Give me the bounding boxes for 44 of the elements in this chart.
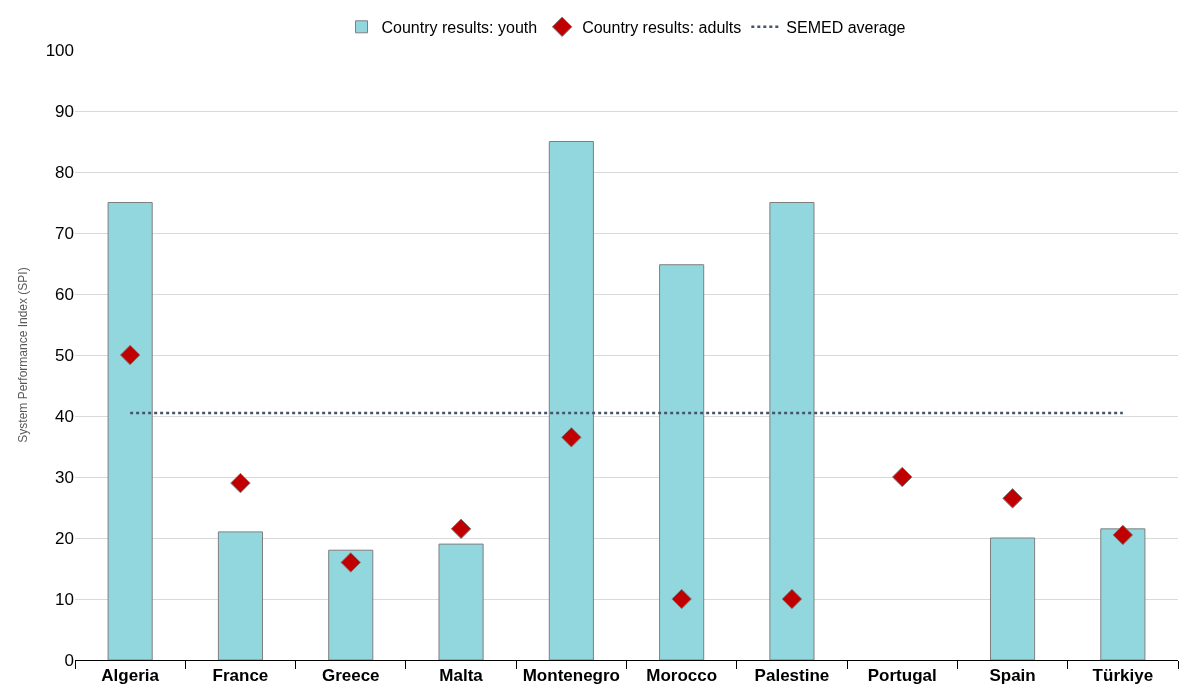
point	[892, 466, 913, 488]
point	[561, 427, 582, 448]
point	[119, 344, 141, 366]
legend-label: Country results: youth	[381, 19, 538, 37]
x-tick-label: France	[212, 666, 269, 686]
bar	[548, 141, 594, 660]
point	[340, 552, 361, 573]
x-tick-label: Morocco	[646, 666, 718, 686]
x-tick-label: Algeria	[101, 666, 160, 686]
legend-label: Country results: adults	[582, 19, 742, 37]
y-tick-label: 30	[55, 467, 74, 487]
point	[230, 472, 251, 494]
x-tick-label: Portugal	[867, 666, 937, 686]
bar	[107, 202, 153, 660]
point	[1002, 488, 1023, 509]
x-tick-label: Montenegro	[522, 666, 620, 686]
x-tick-label: Türkiye	[1092, 666, 1154, 686]
point	[781, 588, 803, 610]
y-tick-label: 40	[55, 406, 74, 426]
y-tick-label: 10	[55, 589, 74, 609]
y-axis-title: System Performance Index (SPI)	[15, 267, 30, 443]
y-tick-label: 100	[45, 40, 74, 60]
y-tick-label: 80	[55, 162, 74, 182]
bar	[659, 264, 705, 660]
bar	[217, 531, 264, 660]
y-tick-label: 50	[55, 345, 74, 365]
point	[1112, 524, 1134, 546]
y-tick-label: 60	[55, 284, 74, 304]
x-tick-label: Greece	[321, 666, 380, 686]
y-tick-label: 0	[64, 650, 74, 670]
x-tick-label: Palestine	[754, 666, 830, 686]
bar	[1100, 528, 1146, 660]
point	[671, 588, 692, 610]
y-tick-label: 90	[55, 101, 74, 121]
x-tick-label: Spain	[989, 666, 1036, 686]
bar	[769, 202, 815, 660]
bar	[989, 537, 1036, 660]
legend-label: SEMED average	[786, 19, 906, 37]
bar	[438, 543, 484, 660]
y-tick-label: 70	[55, 223, 74, 243]
point	[450, 518, 472, 540]
y-tick-label: 20	[55, 528, 74, 548]
x-tick-label: Malta	[439, 666, 484, 686]
bar	[328, 549, 374, 660]
